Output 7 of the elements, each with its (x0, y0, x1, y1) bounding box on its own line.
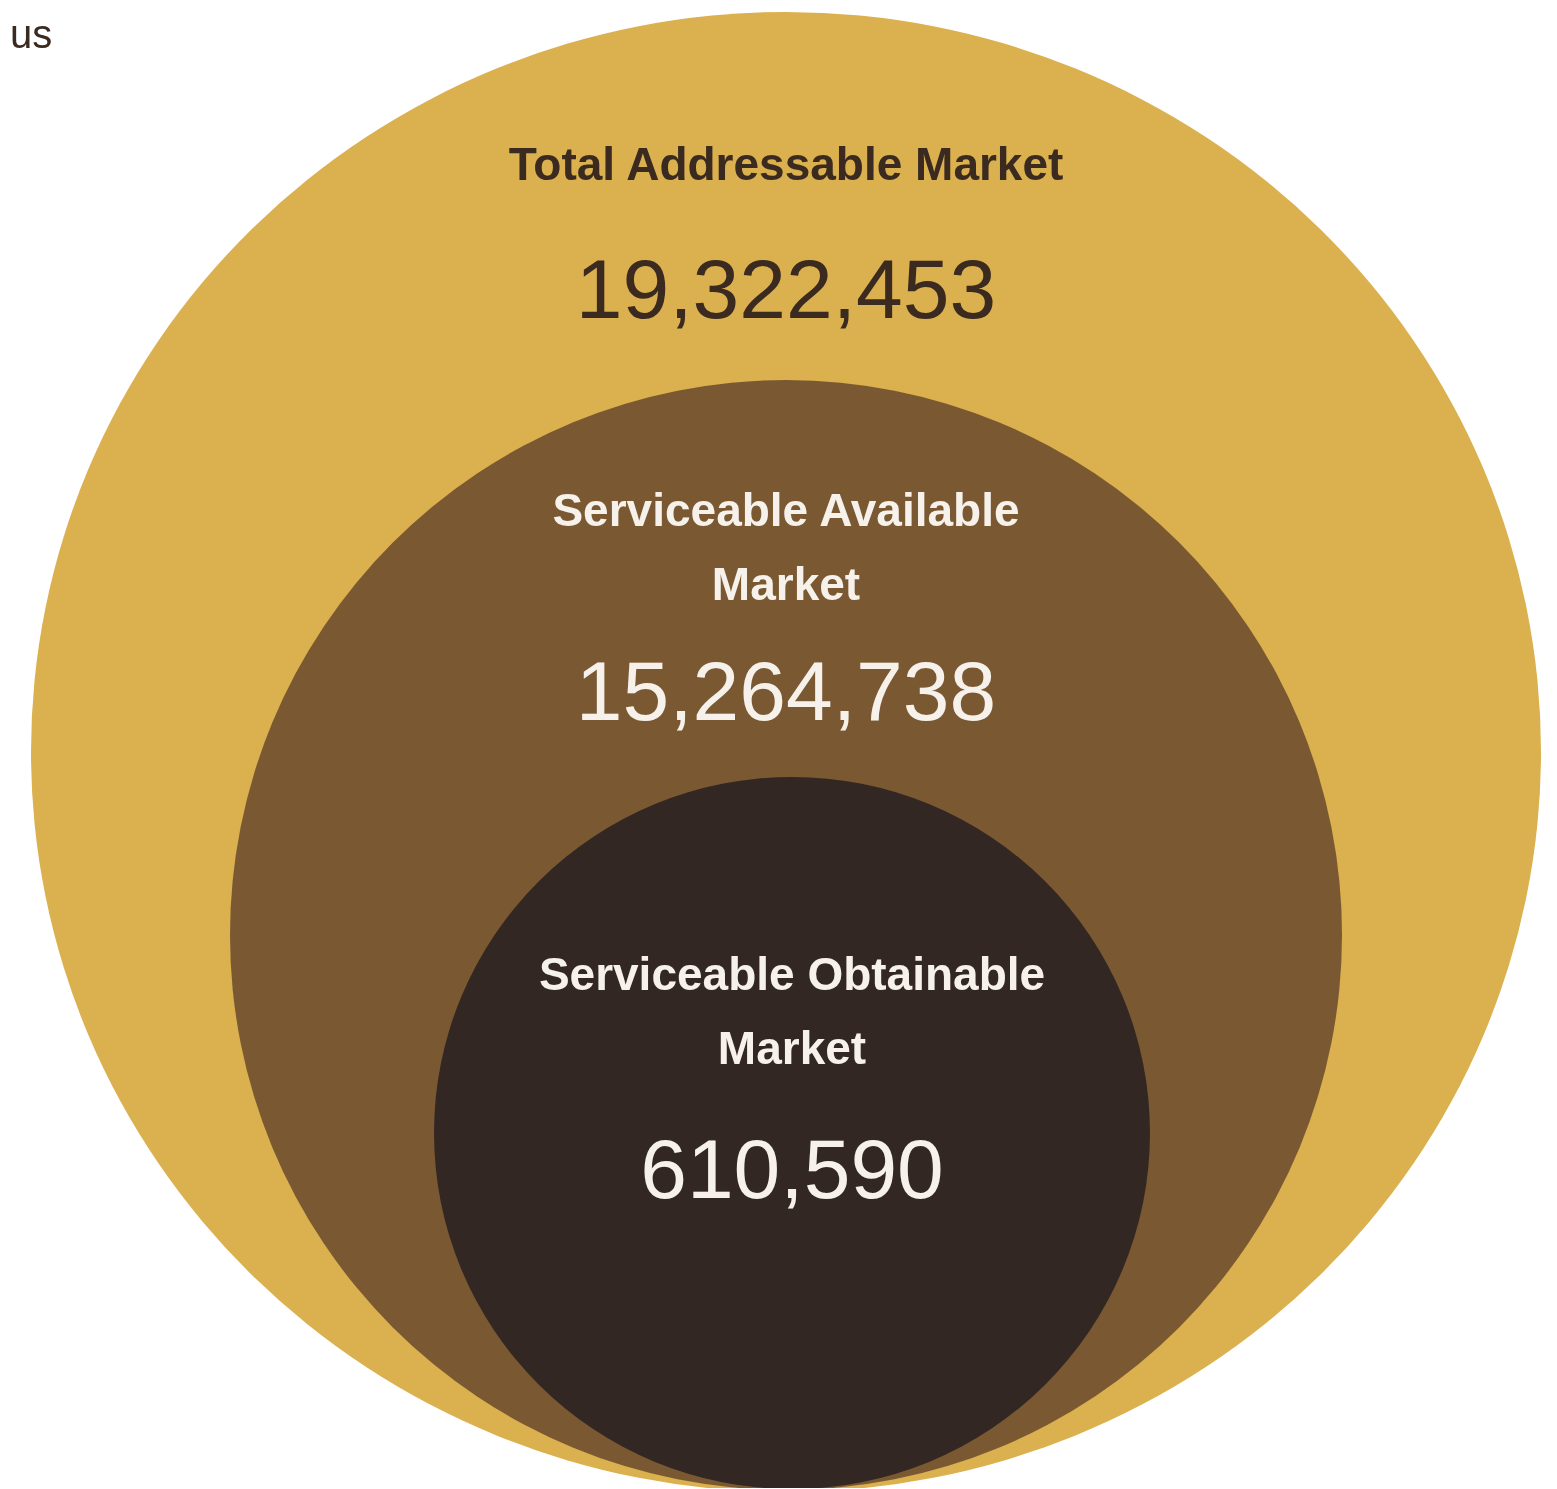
text: us (10, 12, 53, 56)
data-label: 610,590 (640, 1122, 944, 1216)
category-label: Serviceable Obtainable Market (538, 948, 1046, 1074)
category-label: Total Addressable Market (508, 138, 1064, 190)
data-label: 19,322,453 (575, 242, 997, 336)
data-label: 15,264,738 (575, 644, 997, 738)
category-label: Serviceable Available Market (552, 484, 1020, 610)
